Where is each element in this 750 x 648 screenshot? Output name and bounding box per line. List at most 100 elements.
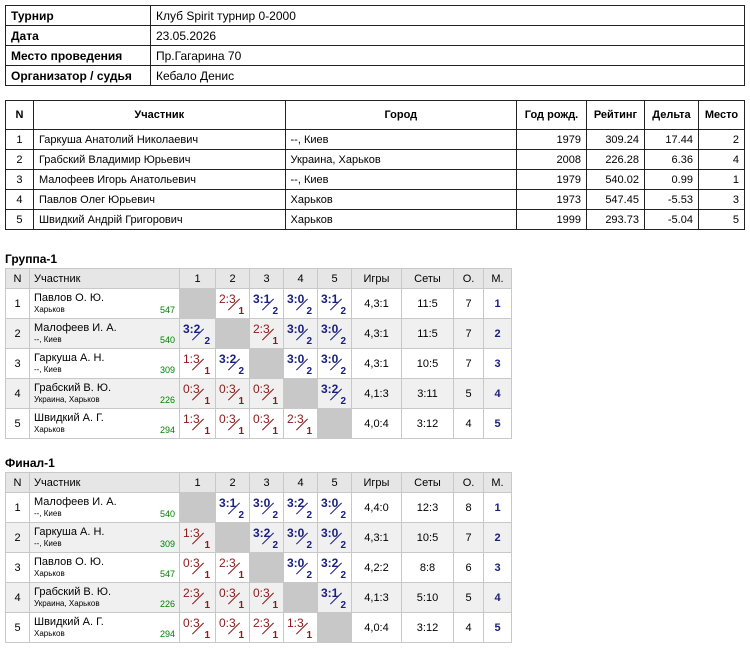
player-name: Павлов О. Ю. [34,291,105,304]
match-score-cell: 0:3 1 [179,612,216,643]
col-header-rating: Рейтинг [585,100,645,130]
match-points: 2 [306,570,312,581]
participant-city: Харьков [284,189,518,210]
match-score: 2:3 [287,412,304,426]
match-points: 2 [340,306,346,317]
player-place: 1 [483,492,512,523]
player-sets: 8:8 [401,552,454,583]
match-score: 3:1 [321,586,339,600]
player-name: Малофеев И. А. [34,495,117,508]
player-rating: 309 [159,539,175,549]
match-score: 3:0 [321,322,339,336]
match-score: 3:2 [321,556,339,570]
self-match-cell [215,522,250,553]
match-points: 1 [204,570,210,581]
player-rating: 540 [159,335,175,345]
participant-rating: 309.24 [585,129,645,150]
group-col-header: N [5,268,30,289]
info-label: Место проведения [5,45,151,66]
match-score: 3:2 [253,526,271,540]
participant-city: Харьков [284,209,518,230]
participant-name: Павлов Олег Юрьевич [32,189,286,210]
player-sets: 3:12 [401,408,454,439]
match-score: 3:1 [253,292,271,306]
group-header-row: N Участник 1 2 3 4 5 Игры Сеты О. М. [5,268,512,289]
player-city: Харьков [34,304,65,314]
participant-rating: 226.28 [585,149,645,170]
match-score: 3:0 [287,526,305,540]
player-cell: Гаркуша А. Н. --, Киев 309 [29,522,180,553]
group-row: 1 Павлов О. Ю. Харьков 547 2:3 1 3:1 2 3:0 2 3:1 2 4… [5,288,512,319]
player-place: 2 [483,522,512,553]
match-score-cell: 0:3 1 [249,582,284,613]
match-score: 1:3 [183,412,200,426]
player-city: Украина, Харьков [34,598,100,608]
match-score-cell: 0:3 1 [215,378,250,409]
participant-number: 1 [5,129,34,150]
match-points: 2 [272,510,278,521]
player-place: 4 [483,378,512,409]
group-row: 3 Павлов О. Ю. Харьков 547 0:3 1 2:3 1 3:0 2 3:2 2 4… [5,552,512,583]
match-points: 1 [272,396,278,407]
group-col-header: 1 [179,268,216,289]
match-score: 0:3 [219,412,236,426]
match-points: 1 [204,630,210,641]
player-points: 6 [453,552,484,583]
participant-name: Грабский Владимир Юрьевич [32,149,286,170]
match-score: 3:0 [287,556,305,570]
player-games: 4,0:4 [351,408,402,439]
info-value: Клуб Spirit турнир 0-2000 [150,5,745,26]
player-city: --, Киев [34,508,62,518]
participant-birth-year: 1999 [516,209,587,230]
match-score-cell: 2:3 1 [283,408,318,439]
info-value: Пр.Гагарина 70 [150,45,745,66]
self-match-cell [249,552,284,583]
player-points: 7 [453,348,484,379]
player-city: Украина, Харьков [34,394,100,404]
player-points: 8 [453,492,484,523]
player-rating: 547 [159,569,175,579]
match-score: 0:3 [219,616,236,630]
player-cell: Павлов О. Ю. Харьков 547 [29,552,180,583]
player-points: 7 [453,522,484,553]
participant-delta: -5.53 [643,189,699,210]
self-match-cell [283,378,318,409]
info-row: Место проведения Пр.Гагарина 70 [5,45,745,66]
player-sets: 10:5 [401,522,454,553]
match-score: 3:2 [321,382,339,396]
match-score-cell: 0:3 1 [249,408,284,439]
player-games: 4,3:1 [351,348,402,379]
col-header-birth-year: Год рожд. [516,100,587,130]
participant-birth-year: 2008 [516,149,587,170]
player-name: Гаркуша А. Н. [34,525,105,538]
match-score-cell: 0:3 1 [249,378,284,409]
match-score-cell: 2:3 1 [249,318,284,349]
group-col-header: О. [453,472,484,493]
match-score: 1:3 [183,526,200,540]
participant-birth-year: 1973 [516,189,587,210]
participant-number: 2 [5,149,34,170]
participants-table: N Участник Город Год рожд. Рейтинг Дельт… [5,100,746,230]
tournament-info-table: Турнир Клуб Spirit турнир 0-2000 Дата 23.0… [5,5,745,86]
player-rating: 547 [159,305,175,315]
group-col-header: 4 [283,268,318,289]
participant-row: 2 Грабский Владимир Юрьевич Украина, Харьк… [5,149,746,170]
participants-header: N Участник Город Год рожд. Рейтинг Дельт… [5,100,746,130]
match-score: 2:3 [253,616,270,630]
match-score-cell: 3:2 2 [317,378,352,409]
match-score-cell: 0:3 1 [179,552,216,583]
match-score-cell: 3:2 2 [317,552,352,583]
group-col-header: 1 [179,472,216,493]
match-score: 0:3 [183,616,200,630]
col-header-city: Город [284,100,518,130]
group-title: Группа-1 [5,252,58,266]
player-rating: 294 [159,629,175,639]
participant-row: 1 Гаркуша Анатолий Николаевич --, Киев 1979… [5,129,746,150]
match-score: 2:3 [253,322,270,336]
self-match-cell [179,492,216,523]
participant-row: 5 Швидкий Андрій Григорович Харьков 1999 293… [5,209,746,230]
group-col-header: 3 [249,268,284,289]
player-name: Грабский В. Ю. [34,585,112,598]
self-match-cell [215,318,250,349]
match-points: 1 [272,630,278,641]
